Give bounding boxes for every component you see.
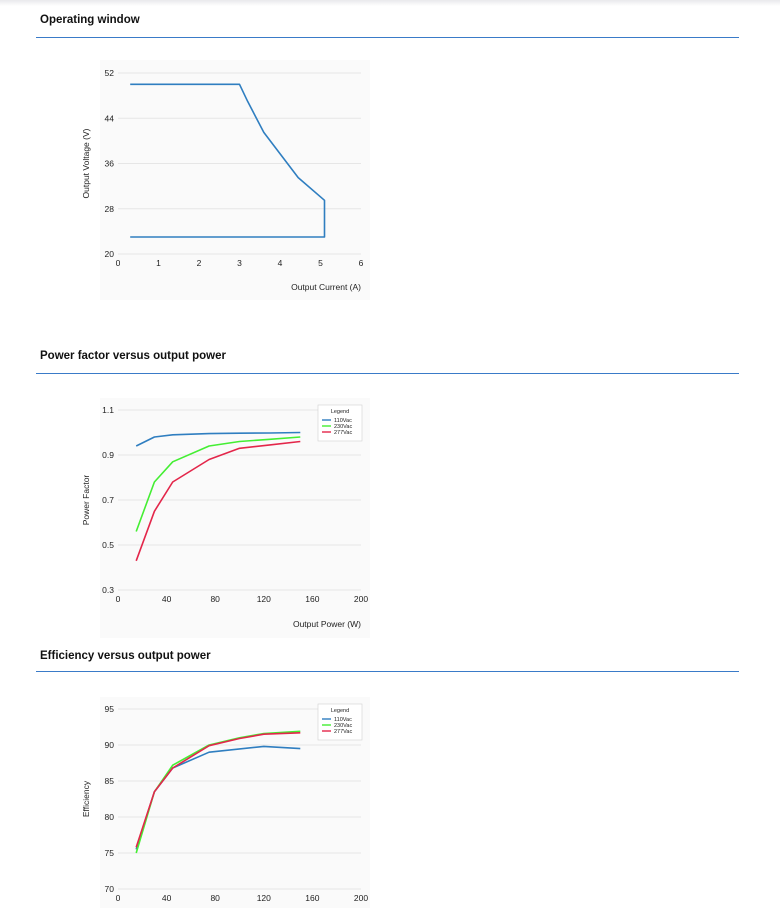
- x-tick-label: 0: [116, 258, 121, 268]
- y-tick-label: 0.7: [102, 495, 114, 505]
- series-line: [135, 431, 301, 447]
- y-tick-label: 80: [105, 812, 115, 822]
- y-tick-label: 44: [105, 113, 115, 123]
- x-tick-label: 1: [156, 258, 161, 268]
- x-tick-label: 0: [116, 893, 121, 903]
- section-title-efficiency: Efficiency versus output power: [40, 650, 211, 662]
- y-tick-label: 75: [105, 848, 115, 858]
- x-tick-label: 120: [257, 594, 271, 604]
- legend-label: 230Vac: [334, 723, 352, 729]
- x-tick-label: 2: [197, 258, 202, 268]
- x-tick-label: 0: [116, 594, 121, 604]
- section-title-operating-window: Operating window: [40, 14, 140, 26]
- x-tick-label: 40: [162, 594, 172, 604]
- x-tick-label: 5: [318, 258, 323, 268]
- y-tick-label: 1.1: [102, 405, 114, 415]
- legend-box: [317, 404, 363, 442]
- x-tick-label: 4: [278, 258, 283, 268]
- series-line: [135, 732, 301, 848]
- legend-label: 110Vac: [334, 717, 352, 723]
- y-tick-label: 0.9: [102, 450, 114, 460]
- x-tick-label: 160: [305, 594, 319, 604]
- y-tick-label: 70: [105, 884, 115, 894]
- y-tick-label: 85: [105, 776, 115, 786]
- y-tick-label: 0.3: [102, 585, 114, 595]
- x-axis-title: Output Current (A): [291, 282, 361, 292]
- y-tick-label: 28: [105, 204, 115, 214]
- legend-title: Legend: [331, 708, 349, 714]
- series-line: [130, 83, 326, 238]
- x-axis-title: Output Power (W): [293, 619, 361, 629]
- y-tick-label: 52: [105, 68, 115, 78]
- legend-label: 277Vac: [334, 729, 352, 735]
- x-tick-label: 3: [237, 258, 242, 268]
- x-tick-label: 200: [354, 594, 368, 604]
- x-tick-label: 120: [257, 893, 271, 903]
- legend-title: Legend: [331, 409, 349, 415]
- y-tick-label: 36: [105, 159, 115, 169]
- x-tick-label: 80: [210, 594, 220, 604]
- y-axis-title: Efficiency: [81, 780, 91, 817]
- series-line: [135, 436, 301, 532]
- x-tick-label: 80: [210, 893, 220, 903]
- y-tick-label: 20: [105, 249, 115, 259]
- x-tick-label: 40: [162, 893, 172, 903]
- x-tick-label: 200: [354, 893, 368, 903]
- x-tick-label: 6: [359, 258, 364, 268]
- y-tick-label: 95: [105, 704, 115, 714]
- section-divider: [36, 671, 739, 672]
- legend-box: [317, 703, 363, 741]
- series-line: [135, 440, 301, 562]
- plot-background: [100, 60, 370, 300]
- y-tick-label: 0.5: [102, 540, 114, 550]
- legend-label: 277Vac: [334, 430, 352, 436]
- section-divider: [36, 373, 739, 374]
- x-tick-label: 160: [305, 893, 319, 903]
- legend-label: 230Vac: [334, 424, 352, 430]
- y-axis-title: Output Voltage (V): [81, 128, 91, 198]
- legend-label: 110Vac: [334, 418, 352, 424]
- top-shadow: [0, 0, 780, 6]
- y-axis-title: Power Factor: [81, 475, 91, 526]
- section-divider: [36, 37, 739, 38]
- section-title-power-factor: Power factor versus output power: [40, 350, 226, 362]
- y-tick-label: 90: [105, 740, 115, 750]
